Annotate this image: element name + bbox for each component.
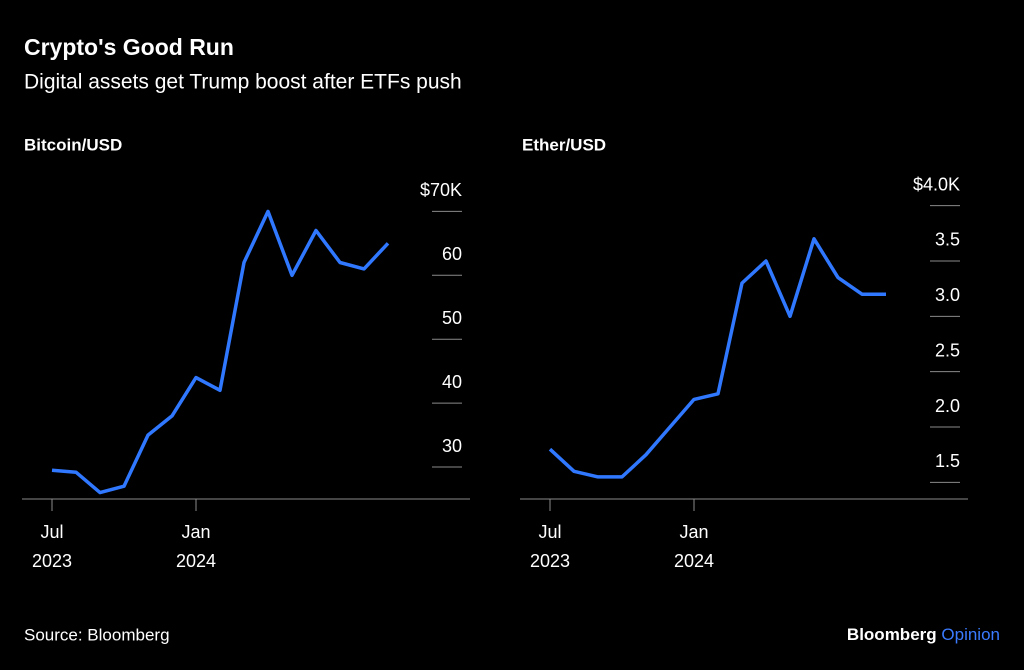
x-tick-label: Jul xyxy=(538,522,561,542)
panel-title: Ether/USD xyxy=(522,135,606,154)
source: Source: Bloomberg xyxy=(24,625,170,644)
chart-subtitle: Digital assets get Trump boost after ETF… xyxy=(24,71,462,94)
panel-title: Bitcoin/USD xyxy=(24,135,122,154)
y-tick-label: 50 xyxy=(442,308,462,328)
logo: Bloomberg Opinion xyxy=(847,625,1000,644)
y-tick-label: $4.0K xyxy=(913,174,960,194)
data-line xyxy=(51,209,390,495)
logo-brand: Bloomberg xyxy=(847,625,937,644)
x-tick-label: Jan xyxy=(181,522,210,542)
x-tick-label: 2023 xyxy=(32,551,72,571)
y-tick-label: 30 xyxy=(442,436,462,456)
x-tick-label: Jan xyxy=(679,522,708,542)
y-tick-label: 40 xyxy=(442,372,462,392)
y-tick-label: 60 xyxy=(442,244,462,264)
data-line xyxy=(548,237,886,479)
y-tick-label: 1.5 xyxy=(935,451,960,471)
x-tick-label: 2024 xyxy=(176,551,216,571)
logo-tag: Opinion xyxy=(941,625,1000,644)
y-tick-label: 2.0 xyxy=(935,396,960,416)
x-tick-label: 2023 xyxy=(530,551,570,571)
y-tick-label: 3.5 xyxy=(935,230,960,250)
x-tick-label: Jul xyxy=(40,522,63,542)
y-tick-label: 3.0 xyxy=(935,285,960,305)
chart-title: Crypto's Good Run xyxy=(24,34,234,60)
y-tick-label: $70K xyxy=(420,180,462,200)
y-tick-label: 2.5 xyxy=(935,340,960,360)
x-tick-label: 2024 xyxy=(674,551,714,571)
